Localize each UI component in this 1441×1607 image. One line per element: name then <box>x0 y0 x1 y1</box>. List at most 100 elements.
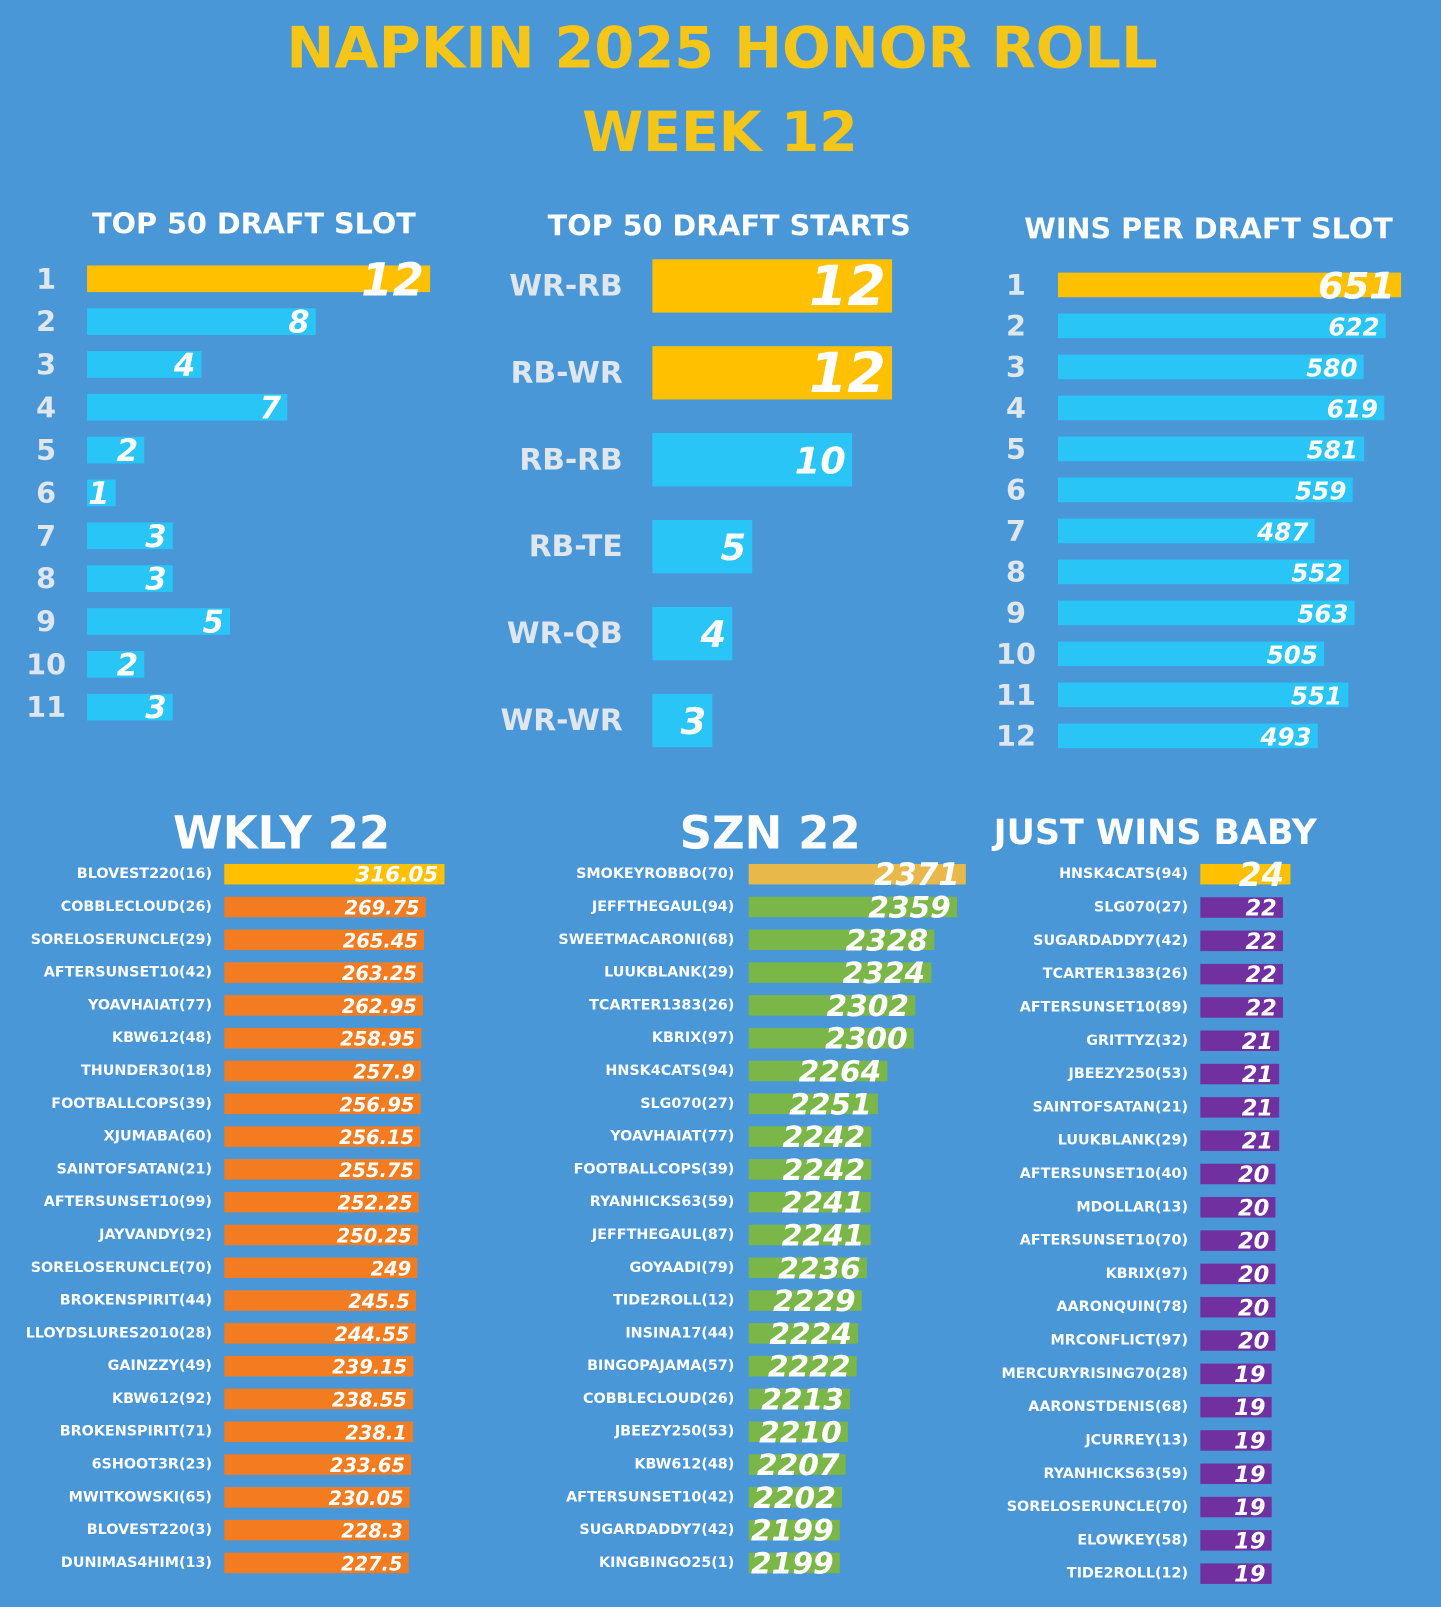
value-label: 12 <box>361 253 424 306</box>
bar <box>224 1027 422 1049</box>
bar <box>224 896 426 918</box>
bar <box>1200 863 1291 885</box>
value-label: 2207 <box>757 1448 840 1483</box>
value-label: 257.9 <box>353 1061 415 1084</box>
bar <box>1057 682 1349 708</box>
value-label: 256.15 <box>339 1126 414 1149</box>
value-label: 19 <box>1234 1462 1265 1488</box>
category-label: HNSK4CATS(94) <box>1059 866 1188 882</box>
bar <box>224 1323 416 1344</box>
category-label: 12 <box>996 719 1036 753</box>
category-label: GAINZZY(49) <box>108 1358 212 1374</box>
category-label: KBRIX(97) <box>1106 1266 1188 1282</box>
category-label: XJUMABA(60) <box>104 1129 212 1145</box>
category-label: RB-WR <box>511 355 623 390</box>
category-label: SUGARDADDY7(42) <box>1033 933 1188 949</box>
category-label: JBEEZY250(53) <box>614 1424 735 1440</box>
bar <box>1057 313 1386 339</box>
value-label: 2202 <box>753 1481 836 1516</box>
value-label: 238.1 <box>345 1421 407 1444</box>
bar <box>748 1421 848 1442</box>
category-label: 4 <box>36 390 56 424</box>
value-label: 2300 <box>825 1022 908 1057</box>
value-label: 5 <box>202 605 223 641</box>
bar <box>1200 1296 1276 1318</box>
bar <box>1057 272 1402 298</box>
value-label: 2242 <box>783 1153 866 1188</box>
value-label: 19 <box>1234 1395 1265 1421</box>
value-label: 22 <box>1245 896 1276 922</box>
bar <box>1200 1130 1280 1151</box>
bar <box>1057 641 1325 667</box>
category-label: 5 <box>36 433 56 467</box>
bar <box>224 863 445 885</box>
category-label: SWEETMACARONI(68) <box>558 932 734 948</box>
bar <box>748 1323 859 1344</box>
category-label: TCARTER1383(26) <box>589 997 734 1013</box>
bar <box>1200 963 1283 985</box>
bar <box>748 1388 851 1410</box>
bar <box>748 1257 867 1279</box>
bar <box>224 1159 421 1180</box>
bar <box>748 929 935 951</box>
bar <box>224 929 425 951</box>
value-label: 651 <box>1318 264 1395 307</box>
bar <box>1200 1496 1272 1518</box>
value-label: 5 <box>720 526 746 569</box>
bar <box>224 1126 421 1147</box>
category-label: SORELOSERUNCLE(29) <box>31 932 212 948</box>
value-label: 2 <box>117 647 138 683</box>
bar <box>748 1159 872 1180</box>
category-label: TIDE2ROLL(12) <box>613 1293 734 1309</box>
category-label: 6SHOOT3R(23) <box>92 1457 212 1473</box>
value-label: 3 <box>680 700 706 743</box>
bar <box>224 1257 418 1279</box>
chart-title: SZN 22 <box>680 807 861 860</box>
value-label: 2199 <box>751 1514 834 1549</box>
value-label: 20 <box>1238 1329 1269 1355</box>
bar <box>652 606 733 661</box>
category-label: GRITTYZ(32) <box>1086 1033 1188 1049</box>
category-label: SAINTOFSATAN(21) <box>57 1161 212 1177</box>
value-label: 21 <box>1242 1029 1273 1055</box>
value-label: 21 <box>1242 1129 1273 1155</box>
bar <box>748 1027 914 1049</box>
category-label: JEFFTHEGAUL(94) <box>591 899 734 915</box>
value-label: 581 <box>1307 435 1358 464</box>
category-label: WR-QB <box>507 616 623 651</box>
value-label: 233.65 <box>330 1454 405 1477</box>
bar <box>224 1421 413 1442</box>
value-label: 12 <box>809 255 886 319</box>
value-label: 24 <box>1239 856 1285 894</box>
bar <box>748 1191 871 1213</box>
bar <box>1200 1063 1280 1085</box>
bar <box>1200 1097 1280 1118</box>
value-label: 21 <box>1242 1062 1273 1088</box>
bar <box>748 1093 878 1115</box>
category-label: KBW612(92) <box>112 1391 212 1407</box>
bar <box>1200 1330 1276 1351</box>
value-label: 316.05 <box>355 863 438 888</box>
category-label: SORELOSERUNCLE(70) <box>31 1260 212 1276</box>
bar <box>1200 1263 1276 1285</box>
page-title: NAPKIN 2025 HONOR ROLL <box>286 15 1157 82</box>
bar <box>748 1454 846 1475</box>
category-label: TCARTER1383(26) <box>1043 966 1188 982</box>
value-label: 2264 <box>799 1055 882 1090</box>
category-label: SMOKEYROBBO(70) <box>576 866 734 882</box>
chart-title: WKLY 22 <box>173 807 390 860</box>
value-label: 250.25 <box>337 1224 412 1247</box>
category-label: WR-WR <box>500 703 622 738</box>
bar <box>652 693 713 748</box>
value-label: 2236 <box>778 1251 861 1286</box>
category-label: 9 <box>1006 596 1026 630</box>
value-label: 3 <box>145 519 166 555</box>
value-label: 10 <box>795 439 846 482</box>
bar <box>87 565 173 592</box>
bar <box>748 1487 843 1508</box>
bar <box>748 962 932 983</box>
category-label: 4 <box>1006 391 1026 425</box>
value-label: 580 <box>1306 353 1357 382</box>
value-label: 2213 <box>761 1382 844 1417</box>
